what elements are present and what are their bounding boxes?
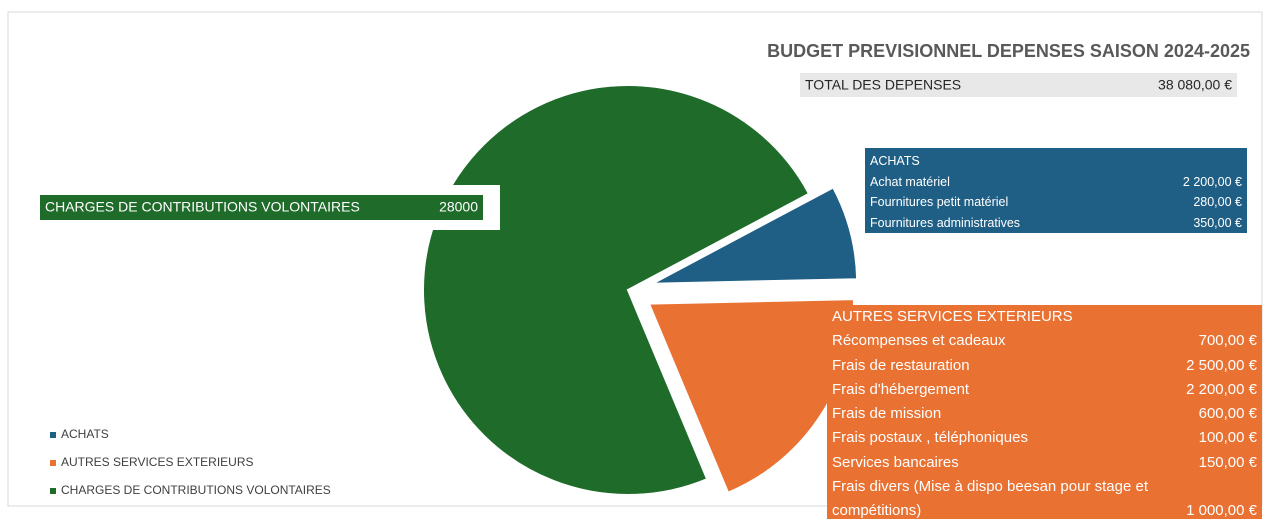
- row-label: Fournitures administratives: [870, 215, 1021, 230]
- callout-label: CHARGES DE CONTRIBUTIONS VOLONTAIRES: [45, 199, 360, 215]
- row-label: Fournitures petit matériel: [870, 195, 1009, 209]
- legend: ACHATS AUTRES SERVICES EXTERIEURS CHARGES …: [50, 427, 331, 497]
- table-row: Frais de restauration 2 500,00 €: [832, 354, 1257, 378]
- row-value: 280,00 €: [1193, 195, 1242, 209]
- achats-table: ACHATS Achat matériel 2 200,00 € Fournitur…: [865, 148, 1247, 233]
- callout: [40, 195, 483, 220]
- total-bar: [800, 73, 1237, 97]
- row-label: Frais de restauration: [832, 356, 970, 374]
- row-value: 700,00 €: [1198, 332, 1257, 350]
- table-title: AUTRES SERVICES EXTERIEURS: [832, 308, 1073, 325]
- row-value: 600,00 €: [1198, 405, 1257, 423]
- row-value: 350,00 €: [1193, 215, 1242, 230]
- row-value: 150,00 €: [1198, 453, 1257, 471]
- chart-title: BUDGET PREVISIONNEL DEPENSES SAISON 2024…: [767, 41, 1250, 61]
- table-row: Frais divers (Mise à dispo beesan pour s…: [832, 475, 1257, 519]
- legend-swatch: [50, 460, 56, 466]
- row-value: 2 500,00 €: [1186, 356, 1257, 374]
- table-row: Récompenses et cadeaux 700,00 €: [832, 329, 1257, 353]
- legend-label: AUTRES SERVICES EXTERIEURS: [61, 455, 254, 469]
- row-label: Récompenses et cadeaux: [832, 332, 1006, 350]
- row-label: Achat matériel: [870, 174, 950, 189]
- row-value: 100,00 €: [1198, 429, 1257, 447]
- pie: [422, 84, 859, 496]
- row-label: Frais de mission: [832, 405, 942, 423]
- services-table: AUTRES SERVICES EXTERIEURS Récompenses e…: [827, 305, 1262, 519]
- legend-label: ACHATS: [61, 427, 109, 441]
- table-row: Achat matériel 2 200,00 €: [870, 172, 1242, 193]
- row-label: Services bancaires: [832, 453, 959, 471]
- table-row: Frais postaux , téléphoniques 100,00 €: [832, 426, 1257, 450]
- total-label: TOTAL DES DEPENSES: [805, 77, 961, 93]
- row-label: Frais d'hébergement: [832, 380, 970, 398]
- row-label: Frais divers (Mise à dispo beesan pour s…: [832, 478, 1148, 519]
- legend-swatch: [50, 432, 56, 438]
- table-row: Services bancaires 150,00 €: [832, 451, 1257, 475]
- table-row: Frais de mission 600,00 €: [832, 402, 1257, 426]
- table-row: Fournitures petit matériel 280,00 €: [870, 192, 1242, 213]
- legend-label: CHARGES DE CONTRIBUTIONS VOLONTAIRES: [61, 483, 331, 497]
- pie-slice: [651, 186, 859, 285]
- legend-swatch: [50, 488, 56, 494]
- table-title: ACHATS: [870, 154, 920, 168]
- total-value: 38 080,00 €: [1158, 77, 1232, 93]
- row-value: 1 000,00 €: [1186, 502, 1257, 519]
- row-label: Frais postaux , téléphoniques: [832, 429, 1028, 447]
- callout-value: 28000: [439, 199, 478, 215]
- row-value: 2 200,00 €: [1186, 380, 1257, 398]
- table-row: Frais d'hébergement 2 200,00 €: [832, 378, 1257, 402]
- frame: [7, 11, 1263, 507]
- table-row: Fournitures administratives 350,00 €: [870, 213, 1242, 234]
- row-value: 2 200,00 €: [1182, 174, 1242, 189]
